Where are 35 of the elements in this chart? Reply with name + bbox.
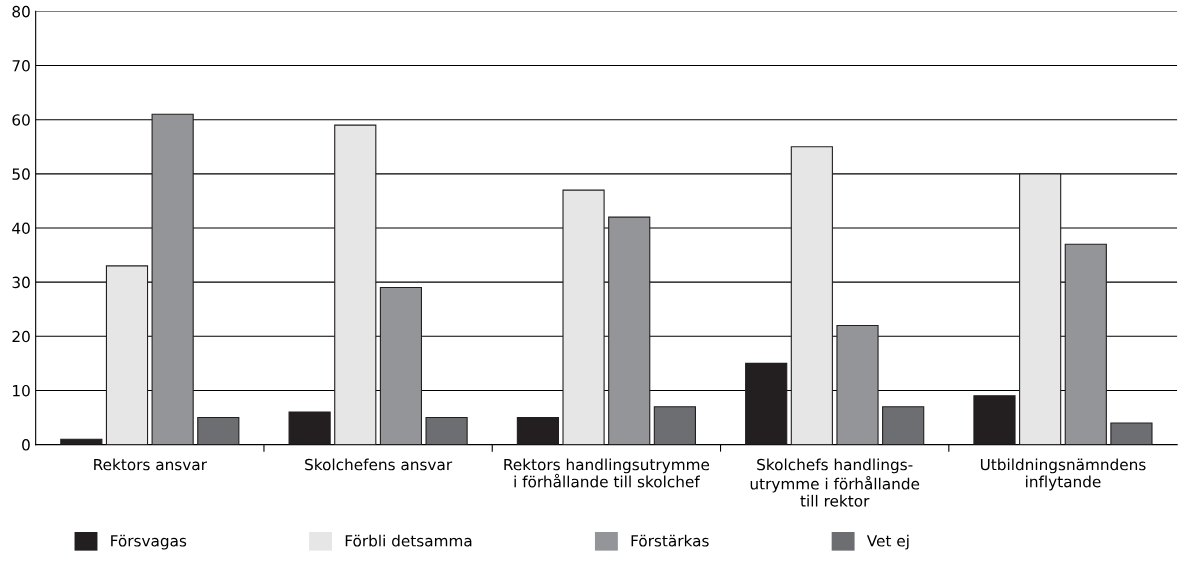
bar (608, 216, 651, 445)
bar (151, 113, 194, 445)
bar (790, 146, 833, 445)
bar (653, 406, 696, 445)
y-tick-label: 20 (12, 330, 30, 343)
bar (334, 124, 377, 445)
y-tick-label: 60 (12, 114, 30, 126)
legend-label: Försvagas (111, 534, 187, 550)
x-tick-label: Rektors ansvar (94, 458, 207, 471)
y-tick-label: 0 (22, 439, 30, 451)
bar (745, 362, 788, 445)
y-tick-label: 30 (12, 276, 30, 289)
bar (882, 406, 925, 445)
bar (197, 416, 240, 445)
bar (562, 189, 605, 445)
x-tick-label: Utbildningsnämndens inflytande (980, 458, 1146, 491)
legend-label: Förbli detsamma (345, 534, 472, 547)
legend-label: Vet ej (866, 534, 909, 550)
y-tick-label: 10 (13, 384, 30, 397)
bar (288, 411, 331, 445)
legend-label: Förstärkas (631, 534, 709, 547)
y-tick-label: 70 (12, 60, 30, 72)
bar (836, 324, 879, 445)
y-tick-label: 40 (12, 222, 30, 235)
bar (1064, 243, 1107, 445)
bar (105, 265, 149, 445)
y-tick-label: 80 (12, 5, 30, 18)
bar (516, 416, 560, 445)
bar (1110, 422, 1153, 445)
bar (425, 416, 468, 445)
x-tick-label: Skolchefs handlings- utrymme i förhållande till rektor (750, 458, 920, 507)
bar (379, 287, 423, 445)
x-tick-label: Skolchefens ansvar (305, 458, 453, 471)
y-tick-label: 50 (12, 168, 30, 180)
x-tick-label: Rektors handlingsutrymme i förhållande till skolchef (504, 458, 710, 488)
